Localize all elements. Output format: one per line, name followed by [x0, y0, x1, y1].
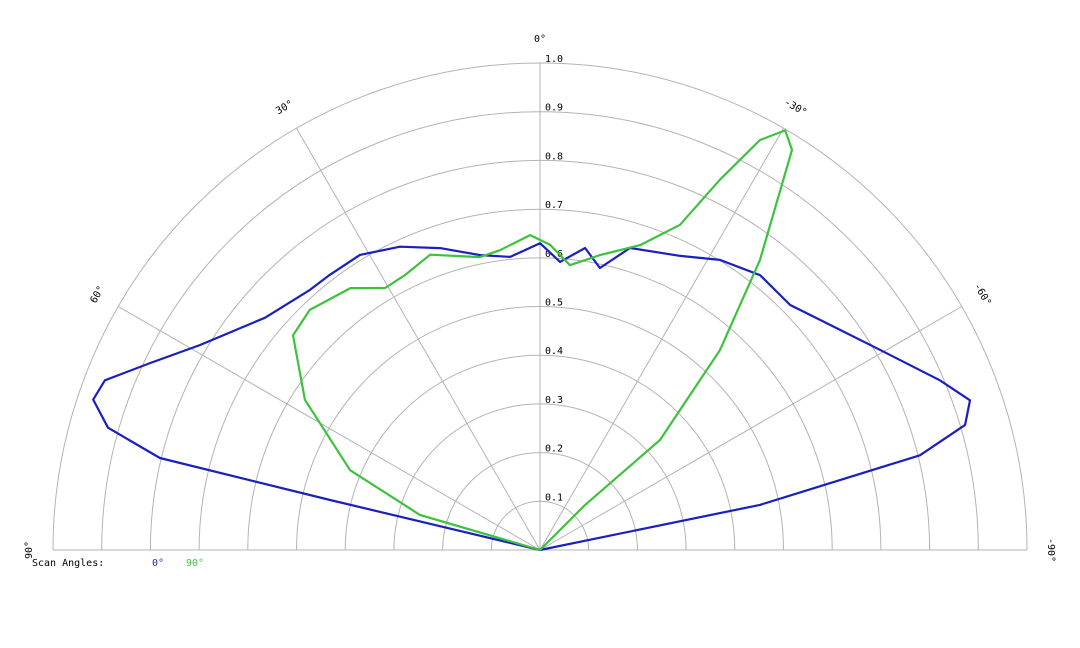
r-tick-label: 0.2	[545, 444, 563, 455]
r-tick-label: 0.1	[545, 492, 563, 503]
theta-tick-label: 90°	[24, 541, 35, 559]
theta-tick-label: -30°	[782, 97, 808, 119]
grid-spoke	[539, 127, 784, 551]
grid-spoke	[539, 306, 963, 551]
r-tick-label: 0.8	[545, 151, 563, 162]
theta-tick-label: 30°	[274, 99, 295, 118]
r-tick-label: 0.7	[545, 200, 563, 211]
r-tick-label: 0.5	[545, 298, 563, 309]
legend-title: Scan Angles:	[32, 558, 104, 569]
r-tick-label: 0.4	[545, 346, 563, 357]
theta-tick-label: -60°	[971, 282, 993, 308]
series-line	[291, 129, 794, 552]
theta-tick-label: 0°	[534, 34, 546, 45]
theta-tick-label: 60°	[89, 284, 108, 305]
r-tick-label: 0.9	[545, 103, 563, 114]
grid-spoke	[296, 127, 541, 551]
series-line	[92, 242, 972, 552]
r-tick-label: 0.6	[545, 249, 563, 260]
r-tick-label: 1.0	[545, 54, 563, 65]
legend-entry: 90°	[186, 558, 204, 569]
grid-spoke	[117, 306, 541, 551]
legend-entry: 0°	[152, 558, 164, 569]
r-tick-label: 0.3	[545, 395, 563, 406]
theta-tick-label: -90°	[1045, 538, 1056, 562]
